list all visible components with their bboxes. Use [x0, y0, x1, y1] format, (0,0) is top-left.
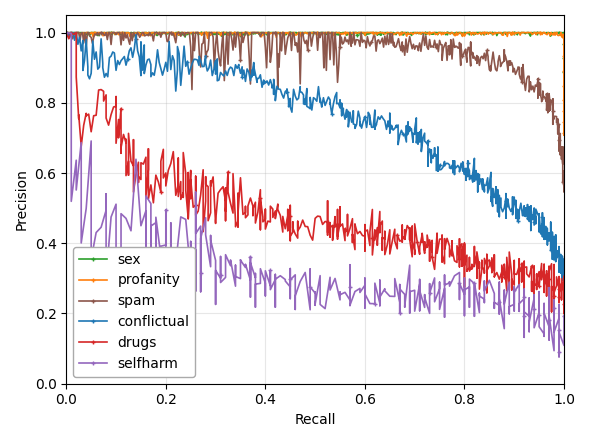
conflictual	[63, 30, 70, 35]
selfharm	[555, 304, 562, 309]
sex	[483, 30, 490, 35]
sex	[136, 30, 143, 35]
Line: profanity: profanity	[64, 30, 566, 137]
profanity	[168, 30, 175, 35]
conflictual	[560, 270, 568, 275]
sex	[162, 30, 169, 35]
selfharm	[555, 309, 562, 315]
conflictual	[552, 248, 559, 253]
sex	[63, 30, 70, 35]
drugs	[205, 184, 212, 189]
spam	[555, 136, 562, 141]
profanity	[560, 87, 568, 92]
spam	[560, 189, 568, 194]
Line: conflictual: conflictual	[64, 30, 566, 291]
profanity	[560, 34, 568, 39]
drugs	[560, 311, 568, 316]
sex	[251, 30, 258, 35]
profanity	[560, 71, 568, 76]
spam	[195, 30, 202, 35]
conflictual	[560, 278, 568, 283]
selfharm	[560, 313, 568, 318]
conflictual	[333, 90, 340, 95]
profanity	[176, 31, 183, 37]
profanity	[560, 133, 568, 138]
spam	[205, 47, 212, 53]
profanity	[349, 30, 356, 36]
sex	[435, 30, 442, 35]
conflictual	[557, 260, 564, 266]
Y-axis label: Precision: Precision	[15, 168, 29, 230]
drugs	[560, 301, 568, 306]
selfharm	[148, 222, 155, 227]
drugs	[481, 267, 488, 273]
conflictual	[555, 250, 562, 255]
Line: spam: spam	[64, 30, 566, 194]
drugs	[560, 277, 568, 282]
spam	[408, 41, 415, 46]
drugs	[63, 30, 70, 35]
Line: drugs: drugs	[64, 30, 566, 316]
Line: sex: sex	[64, 30, 566, 74]
profanity	[560, 130, 568, 136]
Line: selfharm: selfharm	[64, 30, 566, 359]
sex	[560, 69, 568, 74]
selfharm	[317, 279, 324, 285]
Legend: sex, profanity, spam, conflictual, drugs, selfharm: sex, profanity, spam, conflictual, drugs…	[73, 247, 195, 377]
spam	[63, 30, 70, 35]
selfharm	[63, 30, 70, 35]
profanity	[63, 30, 70, 35]
spam	[549, 107, 556, 113]
selfharm	[555, 354, 562, 359]
spam	[560, 175, 568, 181]
conflictual	[154, 47, 161, 53]
drugs	[424, 236, 431, 241]
X-axis label: Recall: Recall	[294, 413, 336, 427]
drugs	[294, 228, 301, 233]
selfharm	[536, 321, 543, 327]
drugs	[215, 191, 222, 196]
spam	[557, 152, 564, 157]
sex	[337, 31, 345, 37]
selfharm	[237, 257, 244, 263]
conflictual	[560, 287, 568, 292]
